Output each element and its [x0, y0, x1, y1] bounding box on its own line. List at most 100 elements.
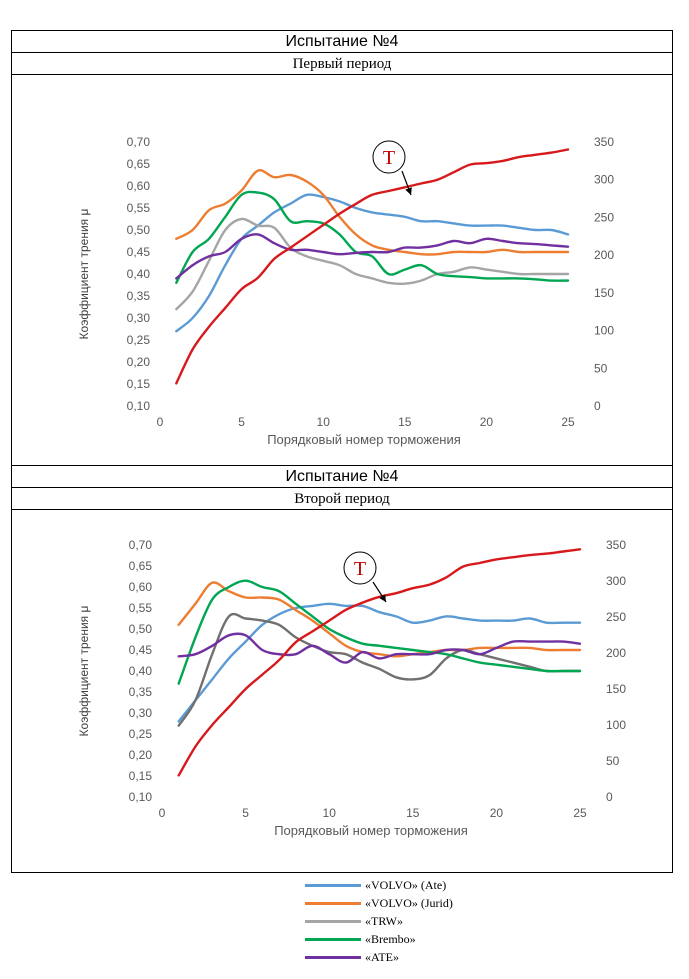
x-axis-label: Порядковый номер торможения	[267, 432, 461, 447]
y-tick-label: 0,60	[127, 179, 151, 193]
series-line	[177, 548, 582, 777]
legend-swatch	[305, 938, 361, 941]
y-tick-label: 0,15	[129, 769, 153, 783]
y-tick-label: 0,65	[129, 559, 153, 573]
series-line	[177, 612, 582, 727]
x-tick-label: 5	[242, 806, 249, 820]
y-axis-label: Коэффициент трения μ	[77, 208, 91, 339]
y-tick-label: 0,20	[129, 748, 153, 762]
y2-tick-label: 300	[594, 173, 614, 187]
x-tick-label: 0	[157, 415, 164, 429]
y-tick-label: 0,50	[129, 622, 153, 636]
y-tick-label: 0,30	[129, 706, 153, 720]
legend-item: «ATE»	[305, 949, 505, 967]
legend-swatch	[305, 884, 361, 887]
y-tick-label: 0,20	[127, 355, 151, 369]
legend-label: «ATE»	[365, 950, 399, 964]
x-tick-label: 15	[398, 415, 412, 429]
y-tick-label: 0,15	[127, 377, 151, 391]
y2-tick-label: 150	[606, 682, 626, 696]
panel-subtitle: Первый период	[12, 53, 672, 75]
y-tick-label: 0,40	[127, 267, 151, 281]
y2-tick-label: 350	[594, 135, 614, 149]
series-line	[175, 190, 570, 284]
y2-tick-label: 0	[594, 399, 601, 413]
y-tick-label: 0,40	[129, 664, 153, 678]
panel-subtitle: Второй период	[12, 488, 672, 510]
y-tick-label: 0,50	[127, 223, 151, 237]
y2-tick-label: 250	[594, 210, 614, 224]
chart-panel-1: Испытание №4 Первый период 0,10 0,15 0,20 0…	[11, 30, 673, 466]
annotation-arrowhead	[405, 187, 412, 195]
y-tick-label: 0,10	[129, 790, 153, 804]
legend-label: «TRW»	[365, 914, 403, 928]
y2-tick-label: 300	[606, 574, 626, 588]
y2-tick-label: 350	[606, 538, 626, 552]
series-line	[175, 233, 570, 280]
series-line	[175, 148, 570, 385]
legend-swatch	[305, 920, 361, 923]
chart-panel-2: Испытание №4 Второй период 0,10 0,15 0,20 0…	[11, 465, 673, 873]
legend-label: «VOLVO» (Ate)	[365, 878, 447, 892]
y2-tick-label: 200	[594, 248, 614, 262]
y-tick-label: 0,35	[127, 289, 151, 303]
y-axis-label: Коэффициент трения μ	[77, 605, 91, 736]
legend-item: «VOLVO» (Ate)	[305, 877, 505, 895]
panel-title: Испытание №4	[12, 31, 672, 53]
annotation-label: T	[354, 558, 366, 580]
x-axis-label: Порядковый номер торможения	[274, 823, 468, 838]
legend-swatch	[305, 956, 361, 959]
legend-swatch	[305, 902, 361, 905]
y-tick-label: 0,35	[129, 685, 153, 699]
legend-item: «VOLVO» (Jurid)	[305, 895, 505, 913]
x-tick-label: 10	[323, 806, 337, 820]
series-line	[177, 581, 582, 658]
panel-title: Испытание №4	[12, 466, 672, 488]
x-tick-label: 25	[573, 806, 587, 820]
x-tick-label: 20	[480, 415, 494, 429]
x-tick-label: 10	[317, 415, 331, 429]
y-tick-label: 0,45	[129, 643, 153, 657]
x-tick-label: 15	[406, 806, 420, 820]
chart-1: 0,10 0,15 0,20 0,25 0,30 0,35 0,40 0,45 0,50 0,55…	[77, 135, 614, 447]
legend: «VOLVO» (Ate) «VOLVO» (Jurid) «TRW» «Bre…	[305, 877, 505, 967]
y-tick-label: 0,55	[127, 201, 151, 215]
y2-tick-label: 150	[594, 286, 614, 300]
y2-tick-label: 0	[606, 790, 613, 804]
annotation-arrowhead	[379, 594, 386, 602]
y2-tick-label: 50	[594, 361, 608, 375]
y2-tick-label: 100	[606, 718, 626, 732]
y-tick-label: 0,45	[127, 245, 151, 259]
series-line	[175, 169, 570, 256]
y-tick-label: 0,70	[129, 538, 153, 552]
legend-item: «Brembo»	[305, 931, 505, 949]
x-tick-label: 20	[490, 806, 504, 820]
x-tick-label: 0	[159, 806, 166, 820]
series-line	[175, 193, 570, 333]
x-tick-label: 25	[561, 415, 575, 429]
series-line	[175, 217, 570, 311]
series-line	[177, 602, 582, 723]
y-tick-label: 0,30	[127, 311, 151, 325]
series-line	[177, 579, 582, 685]
y-tick-label: 0,25	[129, 727, 153, 741]
y-tick-label: 0,55	[129, 601, 153, 615]
chart-2: 0,10 0,15 0,20 0,25 0,30 0,35 0,40 0,45 0,50 0,55…	[77, 538, 626, 838]
series-line	[177, 632, 582, 664]
annotation-circle	[343, 551, 377, 585]
y-tick-label: 0,25	[127, 333, 151, 347]
y2-tick-label: 100	[594, 324, 614, 338]
y-tick-label: 0,70	[127, 135, 151, 149]
y-tick-label: 0,65	[127, 157, 151, 171]
legend-label: «VOLVO» (Jurid)	[365, 896, 453, 910]
annotation-circle	[372, 140, 406, 174]
y2-tick-label: 200	[606, 646, 626, 660]
x-tick-label: 5	[238, 415, 245, 429]
y-tick-label: 0,10	[127, 399, 151, 413]
annotation-label: T	[383, 147, 395, 169]
y2-tick-label: 250	[606, 610, 626, 624]
legend-label: «Brembo»	[365, 932, 416, 946]
y2-tick-label: 50	[606, 754, 620, 768]
y-tick-label: 0,60	[129, 580, 153, 594]
legend-item: «TRW»	[305, 913, 505, 931]
